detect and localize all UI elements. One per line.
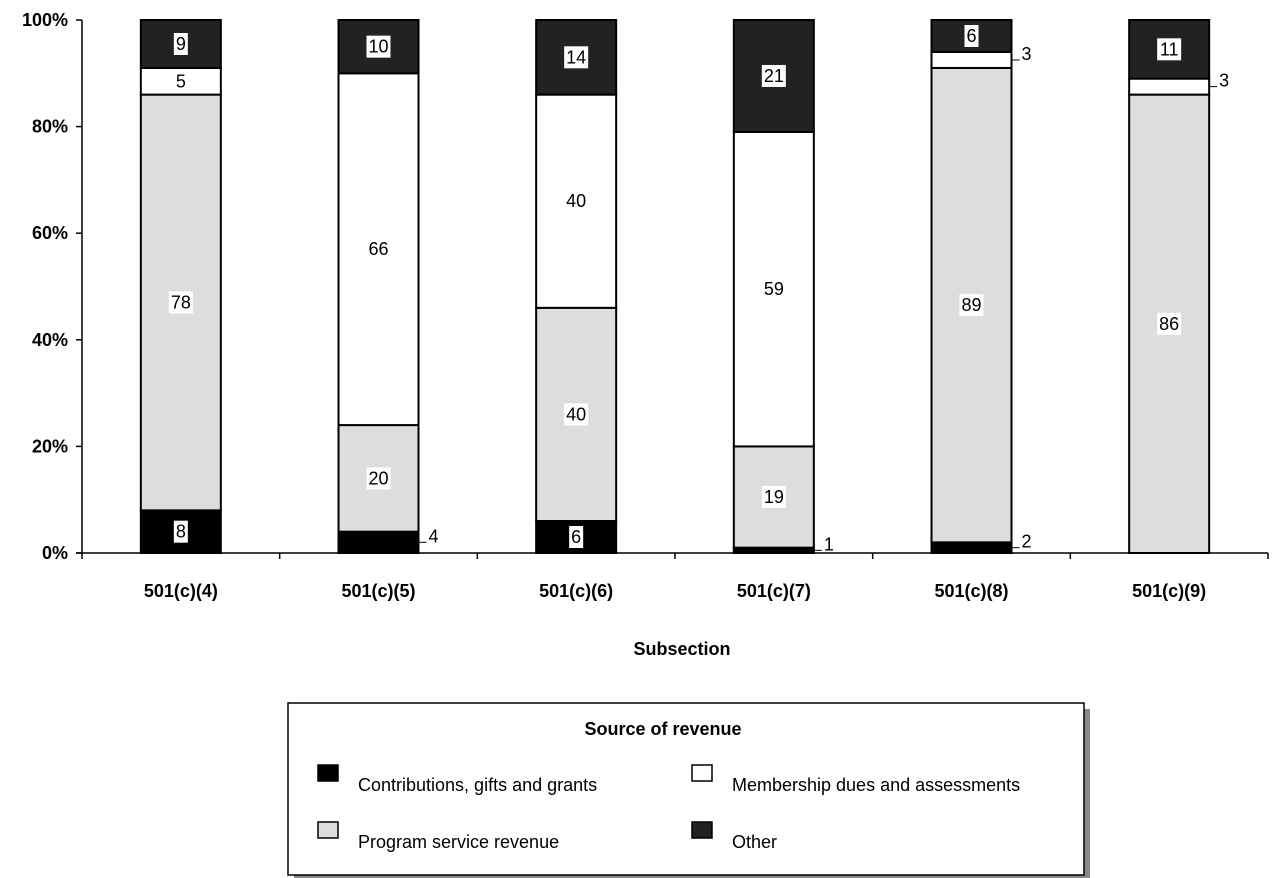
- legend-swatch: [691, 821, 713, 839]
- y-tick-label: 20%: [32, 436, 68, 456]
- data-label-bg: [168, 291, 193, 314]
- data-label: 19: [764, 487, 784, 507]
- legend-label: Contributions, gifts and grants: [358, 775, 597, 795]
- bar-segment: [337, 530, 420, 554]
- legend-title: Source of revenue: [584, 719, 741, 739]
- data-label: 9: [176, 34, 186, 54]
- data-label: 40: [566, 191, 586, 211]
- data-label-bg: [366, 238, 391, 261]
- data-label-bg: [761, 278, 786, 301]
- data-label-bg: [1157, 38, 1182, 61]
- bars: [139, 19, 1211, 555]
- data-label: 86: [1159, 314, 1179, 334]
- y-tick-label: 0%: [42, 543, 68, 563]
- data-label: 1: [824, 534, 834, 554]
- x-tick-label: 501(c)(5): [341, 581, 415, 601]
- data-label: 10: [368, 37, 388, 57]
- data-label-bg: [173, 520, 188, 543]
- legend-items: Contributions, gifts and grants Membershi…: [317, 764, 1020, 852]
- data-label: 4: [429, 526, 439, 546]
- data-label: 8: [176, 522, 186, 542]
- data-label: 40: [566, 404, 586, 424]
- axes: 0% 20% 40% 60% 80% 100% 501(c)(4) 501(c)(5) 501(…: [22, 10, 1269, 601]
- data-label: 6: [571, 527, 581, 547]
- data-label-bg: [959, 294, 984, 317]
- data-label: 66: [368, 239, 388, 259]
- data-label-bg: [173, 70, 188, 93]
- data-label: 11: [1160, 39, 1179, 59]
- data-label-bg: [564, 46, 589, 69]
- bar-segment: [930, 50, 1013, 69]
- y-tick-label: 40%: [32, 330, 68, 350]
- data-label-bg: [366, 35, 391, 58]
- data-label-bg: [569, 526, 584, 549]
- data-label: 78: [171, 292, 191, 312]
- legend-box: [287, 702, 1085, 876]
- x-tick-label: 501(c)(6): [539, 581, 613, 601]
- data-label: 14: [566, 47, 586, 67]
- x-tick-label: 501(c)(8): [934, 581, 1008, 601]
- data-label: 89: [961, 295, 981, 315]
- x-tick-label: 501(c)(9): [1132, 581, 1206, 601]
- data-label: 3: [1219, 71, 1229, 91]
- x-tick-label: 501(c)(7): [737, 581, 811, 601]
- bar-segment: [1128, 77, 1211, 96]
- legend-swatch: [317, 821, 339, 839]
- data-label-bg: [1157, 312, 1182, 335]
- data-label: 20: [368, 468, 388, 488]
- y-tick-label: 100%: [22, 10, 68, 30]
- data-label-bg: [564, 403, 589, 426]
- data-label-bg: [564, 190, 589, 213]
- data-label-bg: [964, 24, 979, 47]
- data-label-bg: [761, 486, 786, 509]
- legend-label: Program service revenue: [358, 832, 559, 852]
- legend-label: Membership dues and assessments: [732, 775, 1020, 795]
- y-tick-label: 60%: [32, 223, 68, 243]
- y-tick-label: 80%: [32, 117, 68, 137]
- data-label-bg: [761, 64, 786, 87]
- x-tick-label: 501(c)(4): [144, 581, 218, 601]
- data-label: 2: [1022, 532, 1032, 552]
- legend-swatch: [691, 764, 713, 782]
- data-label: 3: [1022, 44, 1032, 64]
- legend: Source of revenue Contributions, gifts a…: [287, 702, 1090, 878]
- data-label: 6: [966, 26, 976, 46]
- data-label: 59: [764, 279, 784, 299]
- bar-segment: [930, 541, 1013, 555]
- data-label: 21: [764, 66, 784, 86]
- x-axis-title: Subsection: [633, 639, 730, 659]
- data-label-bg: [366, 467, 391, 490]
- data-label-bg: [173, 32, 188, 55]
- legend-label: Other: [732, 832, 777, 852]
- data-label: 5: [176, 71, 186, 91]
- legend-swatch: [317, 764, 339, 782]
